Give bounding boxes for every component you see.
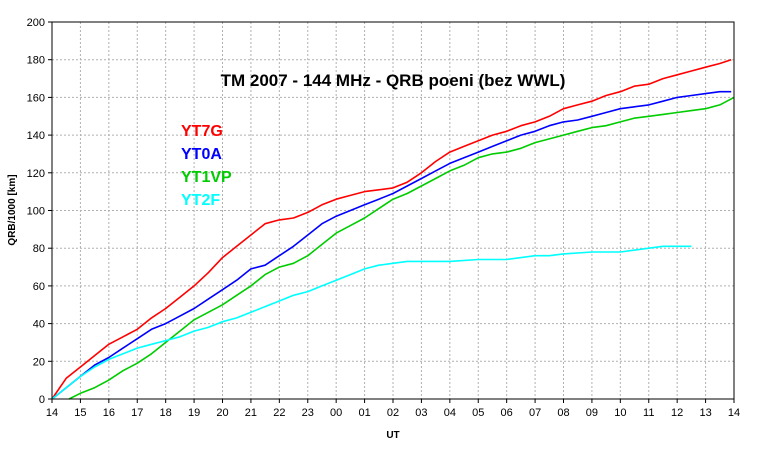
x-tick-label: 05 <box>472 407 484 419</box>
x-tick-label: 10 <box>614 407 626 419</box>
x-tick-label: 00 <box>330 407 342 419</box>
x-tick-label: 20 <box>216 407 228 419</box>
x-tick-label: 08 <box>557 407 569 419</box>
y-tick-label: 80 <box>33 243 45 255</box>
legend-label-yt0a: YT0A <box>181 146 222 163</box>
y-tick-label: 200 <box>27 17 45 29</box>
x-axis-title: UT <box>386 430 399 441</box>
y-tick-label: 40 <box>33 319 45 331</box>
y-tick-label: 100 <box>27 206 45 218</box>
series-line-yt2f <box>51 245 692 400</box>
x-tick-label: 17 <box>131 407 143 419</box>
y-axis-ticks: 0 20 40 60 80 100 120 140 160 180 200 <box>27 17 52 406</box>
y-tick-label: 60 <box>33 281 45 293</box>
series-line-yt1vp <box>68 96 735 400</box>
legend: YT7G YT0A YT1VP YT2F <box>181 123 232 209</box>
x-tick-label: 07 <box>529 407 541 419</box>
x-tick-label: 12 <box>671 407 683 419</box>
y-tick-label: 0 <box>39 394 45 406</box>
x-tick-label: 04 <box>444 407 456 419</box>
x-tick-label: 14 <box>46 407 58 419</box>
y-tick-label: 180 <box>27 55 45 67</box>
legend-label-yt1vp: YT1VP <box>181 169 232 186</box>
x-tick-label: 01 <box>358 407 370 419</box>
x-tick-label: 21 <box>245 407 257 419</box>
y-tick-label: 20 <box>33 356 45 368</box>
y-tick-label: 120 <box>27 168 45 180</box>
series-lines <box>51 58 735 400</box>
x-tick-label: 09 <box>586 407 598 419</box>
x-tick-label: 16 <box>103 407 115 419</box>
legend-label-yt7g: YT7G <box>181 123 223 140</box>
x-tick-label: 22 <box>273 407 285 419</box>
x-tick-label: 06 <box>501 407 513 419</box>
series-line-yt7g <box>51 58 732 400</box>
x-axis-ticks: 14 15 16 17 18 19 20 21 22 23 00 01 02 03 04 05 06 07 08 09… <box>46 399 740 419</box>
x-tick-label: 11 <box>643 407 654 419</box>
x-tick-label: 13 <box>699 407 711 419</box>
y-tick-label: 140 <box>27 130 45 142</box>
x-tick-label: 15 <box>74 407 86 419</box>
x-tick-label: 03 <box>415 407 427 419</box>
chart-title: TM 2007 - 144 MHz - QRB poeni (bez WWL) <box>221 71 566 90</box>
x-tick-label: 14 <box>728 407 740 419</box>
x-tick-label: 18 <box>160 407 172 419</box>
y-axis-title: QRB/1000 [km] <box>7 174 18 245</box>
x-tick-label: 23 <box>302 407 314 419</box>
y-tick-label: 160 <box>27 92 45 104</box>
series-line-yt0a <box>51 90 732 400</box>
legend-label-yt2f: YT2F <box>181 192 220 209</box>
x-tick-label: 19 <box>188 407 200 419</box>
plot-border <box>51 21 735 400</box>
x-tick-label: 02 <box>387 407 399 419</box>
grid-lines <box>52 22 734 399</box>
